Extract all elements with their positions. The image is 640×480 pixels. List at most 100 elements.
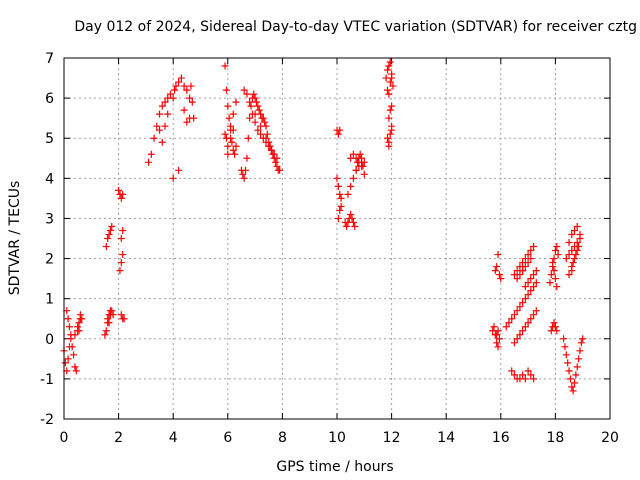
data-point	[356, 150, 364, 158]
data-point	[102, 243, 110, 251]
data-point	[565, 239, 573, 247]
data-point	[571, 255, 579, 263]
data-point	[117, 259, 125, 267]
data-point	[519, 371, 527, 379]
x-tick-label: 2	[114, 430, 123, 446]
data-point	[510, 339, 518, 347]
data-point	[384, 66, 392, 74]
data-point	[261, 118, 269, 126]
data-point	[527, 315, 535, 323]
data-point	[546, 279, 554, 287]
data-point	[251, 118, 259, 126]
x-tick-label: 20	[601, 430, 619, 446]
data-point	[259, 114, 267, 122]
data-point	[232, 142, 240, 150]
data-point	[180, 106, 188, 114]
data-point	[385, 62, 393, 70]
data-point	[521, 295, 529, 303]
data-point	[334, 130, 342, 138]
data-point	[505, 319, 513, 327]
data-point	[257, 130, 265, 138]
data-point	[571, 226, 579, 234]
y-tick-label: 3	[45, 211, 54, 227]
data-point	[169, 174, 177, 182]
data-point	[565, 251, 573, 259]
data-point	[562, 255, 570, 263]
x-axis-label: GPS time / hours	[276, 459, 393, 475]
data-point	[336, 126, 344, 134]
data-point	[156, 110, 164, 118]
data-point	[553, 243, 561, 251]
data-point	[222, 86, 230, 94]
data-point	[243, 154, 251, 162]
data-point	[530, 283, 538, 291]
data-point	[519, 267, 527, 275]
data-point	[508, 315, 516, 323]
y-tick-label: 5	[45, 131, 54, 147]
data-point	[64, 355, 72, 363]
data-point	[532, 307, 540, 315]
data-point	[115, 186, 123, 194]
data-point	[117, 194, 125, 202]
data-point	[153, 122, 161, 130]
data-point	[389, 82, 397, 90]
data-point	[263, 130, 271, 138]
y-tick-label: 4	[45, 171, 54, 187]
data-point	[224, 142, 232, 150]
data-point	[224, 102, 232, 110]
data-point	[257, 122, 265, 130]
data-point	[573, 222, 581, 230]
data-point	[164, 110, 172, 118]
data-point	[579, 335, 587, 343]
data-point	[497, 275, 505, 283]
data-point	[516, 271, 524, 279]
data-point	[101, 331, 109, 339]
data-point	[577, 339, 585, 347]
data-point	[161, 98, 169, 106]
data-point	[385, 114, 393, 122]
data-point	[225, 114, 233, 122]
data-point	[68, 343, 76, 351]
data-point	[568, 267, 576, 275]
data-point	[572, 251, 580, 259]
data-point	[355, 158, 363, 166]
data-point	[494, 251, 502, 259]
data-point	[549, 259, 557, 267]
x-tick-label: 8	[278, 430, 287, 446]
data-point	[188, 98, 196, 106]
data-point	[247, 102, 255, 110]
data-point	[227, 122, 235, 130]
data-point	[530, 271, 538, 279]
data-point	[171, 86, 179, 94]
data-point	[551, 247, 559, 255]
data-point	[516, 303, 524, 311]
data-point	[524, 319, 532, 327]
data-point	[229, 146, 237, 154]
data-point	[576, 230, 584, 238]
data-point	[386, 78, 394, 86]
data-point	[119, 315, 127, 323]
data-point	[158, 102, 166, 110]
data-point	[527, 275, 535, 283]
data-point	[117, 235, 125, 242]
data-point	[71, 363, 79, 371]
data-point	[566, 375, 574, 383]
data-point	[246, 114, 254, 122]
data-point	[575, 355, 583, 363]
data-point	[513, 275, 521, 283]
data-point	[71, 331, 79, 339]
data-point	[156, 126, 164, 134]
data-point	[67, 335, 75, 343]
data-point	[161, 122, 169, 130]
data-point	[169, 94, 177, 102]
data-point	[532, 279, 540, 287]
y-axis-ticks: -2 -1 0 1 2 3 4 5 6 7	[40, 51, 610, 428]
x-tick-label: 4	[169, 430, 178, 446]
data-point	[360, 170, 368, 178]
data-point	[229, 110, 237, 118]
chart-title: Day 012 of 2024, Sidereal Day-to-day VTE…	[74, 19, 637, 35]
data-point	[75, 319, 83, 327]
data-point	[183, 118, 191, 126]
data-point	[104, 235, 112, 242]
data-point	[255, 106, 263, 114]
